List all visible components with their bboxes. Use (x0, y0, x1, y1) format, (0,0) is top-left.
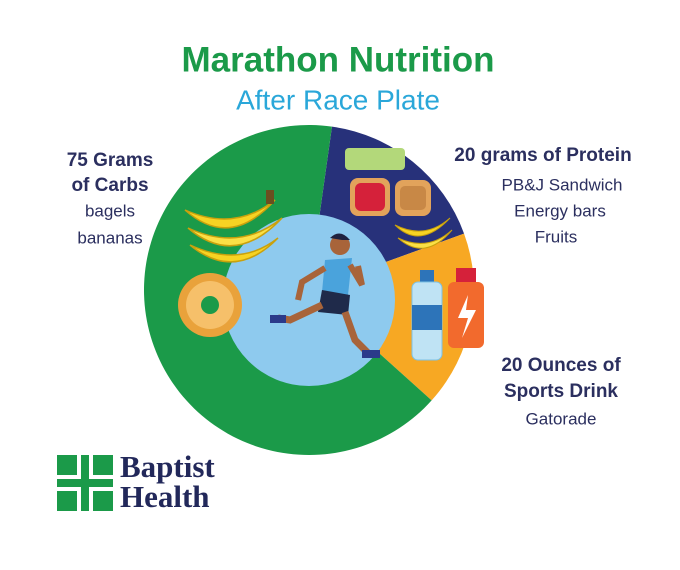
plate-center (223, 214, 395, 386)
bananas-left (184, 190, 283, 263)
sandwich (345, 148, 431, 216)
logo-text: Health (120, 479, 210, 514)
bottles (411, 268, 484, 361)
logo-icon (57, 455, 113, 511)
subtitle: After Race Plate (236, 84, 440, 115)
bananas-right (394, 217, 453, 249)
section-item: Fruits (535, 227, 578, 246)
logo-text: Baptist (120, 449, 215, 484)
section-heading: Sports Drink (504, 381, 618, 402)
section-item: Energy bars (514, 201, 606, 220)
section-item: PB&J Sandwich (502, 175, 623, 194)
title: Marathon Nutrition (181, 40, 494, 79)
section-heading: 75 Grams (67, 150, 154, 171)
section-heading: of Carbs (71, 175, 148, 196)
runner (270, 233, 380, 358)
bagel (178, 273, 242, 337)
section-heading: 20 Ounces of (501, 355, 621, 376)
section-item: bagels (85, 201, 135, 220)
section-heading: 20 grams of Protein (454, 145, 631, 166)
section-item: bananas (77, 228, 142, 247)
section-item: Gatorade (526, 409, 597, 428)
